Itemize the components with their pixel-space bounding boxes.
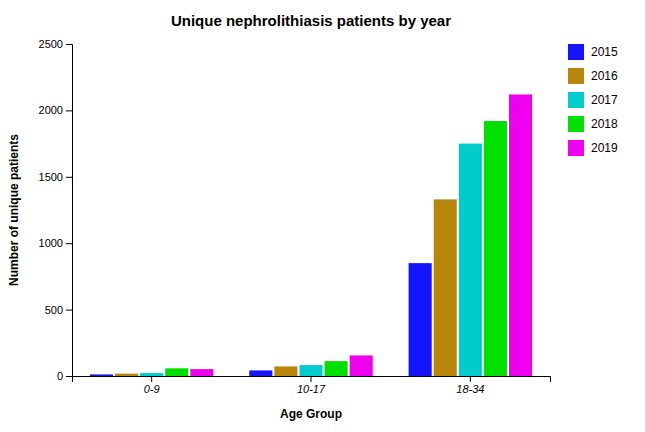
y-tick: 0 — [57, 370, 72, 382]
legend-label: 2018 — [591, 117, 618, 131]
legend: 2015 2016 2017 2018 2019 — [568, 44, 618, 156]
legend-swatch — [568, 68, 584, 84]
legend-item: 2015 — [568, 44, 618, 60]
y-tick-label: 2500 — [39, 38, 63, 50]
y-axis-title: Number of unique patients — [7, 134, 21, 286]
bar — [434, 199, 457, 376]
bar — [409, 263, 432, 376]
legend-swatch — [568, 92, 584, 108]
bars — [90, 94, 532, 376]
bar-series — [190, 94, 532, 376]
y-tick-label: 500 — [45, 304, 63, 316]
bar-series — [165, 121, 507, 376]
y-tick-label: 0 — [57, 370, 63, 382]
y-tick-mark — [66, 110, 72, 111]
y-tick-mark — [66, 376, 72, 377]
y-tick: 1000 — [39, 237, 72, 249]
x-axis-line — [73, 377, 551, 383]
x-tick-label: 0-9 — [144, 383, 160, 395]
bar — [350, 355, 373, 376]
bar — [509, 94, 532, 376]
legend-swatch — [568, 140, 584, 156]
x-tick: 0-9 — [144, 376, 160, 395]
bar — [299, 365, 322, 376]
x-tick-mark — [470, 376, 471, 382]
x-axis-title: Age Group — [280, 407, 342, 421]
plot-area: 0 500 1000 1500 2000 2500 0-9 10-17 18-34 — [39, 38, 551, 395]
bar — [115, 374, 138, 376]
legend-label: 2015 — [591, 45, 618, 59]
legend-label: 2019 — [591, 141, 618, 155]
y-tick-label: 2000 — [39, 104, 63, 116]
chart-svg: 0 500 1000 1500 2000 2500 0-9 10-17 18-34 Unique … — [0, 0, 645, 432]
legend-swatch — [568, 116, 584, 132]
x-tick: 18-34 — [456, 376, 484, 395]
y-tick-label: 1500 — [39, 171, 63, 183]
bar — [140, 373, 163, 376]
bar — [165, 368, 188, 376]
y-tick: 500 — [45, 304, 72, 316]
legend-swatch — [568, 44, 584, 60]
x-tick-mark — [311, 376, 312, 382]
bar — [325, 361, 348, 376]
x-tick-label: 10-17 — [297, 383, 326, 395]
legend-item: 2017 — [568, 92, 618, 108]
y-tick-mark — [66, 177, 72, 178]
y-tick: 1500 — [39, 171, 72, 183]
y-tick-mark — [66, 310, 72, 311]
y-axis: 0 500 1000 1500 2000 2500 — [39, 38, 73, 382]
bar — [484, 121, 507, 376]
x-tick: 10-17 — [297, 376, 326, 395]
legend-item: 2019 — [568, 140, 618, 156]
y-tick-mark — [66, 243, 72, 244]
y-tick-label: 1000 — [39, 237, 63, 249]
bar — [459, 144, 482, 376]
legend-item: 2018 — [568, 116, 618, 132]
bar — [190, 369, 213, 376]
y-tick-mark — [66, 44, 72, 45]
bar-series — [140, 144, 482, 376]
bar-series — [115, 199, 457, 376]
legend-label: 2016 — [591, 69, 618, 83]
bar-series — [90, 263, 432, 376]
x-axis: 0-9 10-17 18-34 — [73, 376, 551, 395]
title: Unique nephrolithiasis patients by year — [171, 12, 451, 29]
x-tick-label: 18-34 — [456, 383, 484, 395]
y-tick: 2500 — [39, 38, 72, 50]
y-axis-line — [66, 45, 73, 377]
bar — [249, 370, 272, 376]
bar — [274, 366, 297, 376]
x-tick-mark — [151, 376, 152, 382]
legend-label: 2017 — [591, 93, 618, 107]
y-tick: 2000 — [39, 104, 72, 116]
legend-item: 2016 — [568, 68, 618, 84]
bar — [90, 374, 113, 376]
